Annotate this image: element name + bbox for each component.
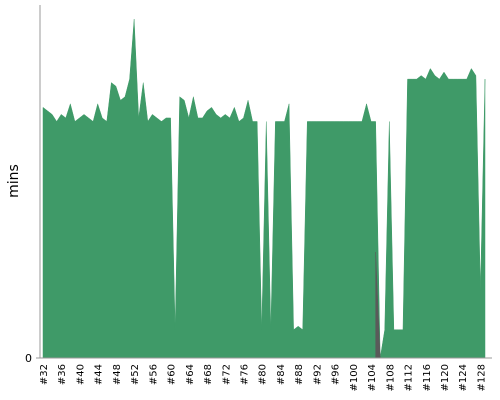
- x-tick-label: #112: [404, 364, 415, 391]
- x-tick-label: #104: [367, 364, 378, 391]
- x-tick-label: #124: [458, 364, 469, 391]
- x-tick-label: #120: [440, 364, 451, 391]
- x-tick-label: #64: [185, 364, 196, 385]
- x-tick-label: #96: [331, 364, 342, 385]
- x-tick-label: #56: [148, 364, 159, 385]
- x-tick-label: #116: [422, 364, 433, 391]
- x-tick-label: #88: [294, 364, 305, 385]
- y-tick-label: 0: [25, 352, 32, 365]
- x-tick-label: #100: [349, 364, 360, 391]
- x-tick-label: #60: [167, 364, 178, 385]
- x-tick-label: #36: [57, 364, 68, 385]
- x-tick-label: #108: [385, 364, 396, 391]
- area: [42, 19, 486, 359]
- x-tick-label: #84: [276, 364, 287, 385]
- x-tick-label: #40: [75, 364, 86, 385]
- x-tick-label: #128: [476, 364, 487, 391]
- x-tick-label: #68: [203, 364, 214, 385]
- x-tick-label: #92: [312, 364, 323, 385]
- x-tick-label: #80: [258, 364, 269, 385]
- x-tick-label: #44: [94, 364, 105, 385]
- x-tick-label: #52: [130, 364, 141, 385]
- x-tick-label: #48: [112, 364, 123, 385]
- x-tick-label: #72: [221, 364, 232, 385]
- x-tick-label: #32: [39, 364, 50, 385]
- y-axis-label: mins: [6, 164, 22, 198]
- x-tick-label: #76: [239, 364, 250, 385]
